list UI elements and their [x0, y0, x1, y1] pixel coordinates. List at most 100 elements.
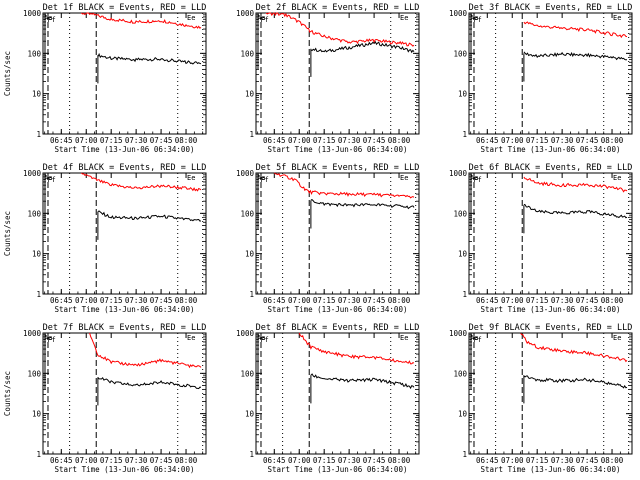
plot-frame	[255, 332, 420, 455]
x-tick-label: 08:00	[601, 136, 624, 145]
chart-svg: Det 5f BLACK = Events, RED = LLD 1 10 100 10…	[236, 163, 420, 314]
chart-panel: Det 5f BLACK = Events, RED = LLD 1 10 100 10…	[213, 160, 426, 320]
x-tick-label: 08:00	[175, 456, 198, 465]
y-tick-label: 1000	[449, 169, 468, 178]
events-series-line	[310, 199, 415, 210]
time-marker: Ee	[613, 14, 621, 22]
x-tick-label: 07:00	[75, 456, 98, 465]
y-tick-label: 1	[462, 290, 467, 299]
events-series-line	[523, 51, 628, 61]
x-tick-label: 07:00	[288, 296, 311, 305]
x-tick-label: 07:45	[576, 296, 599, 305]
x-tick-label: 08:00	[601, 456, 624, 465]
x-tick-label: 08:00	[388, 456, 411, 465]
x-tick-label: 07:15	[526, 136, 549, 145]
x-axis-label: Start Time (13-Jun-06 06:34:00)	[55, 305, 195, 314]
time-marker: Aa	[470, 174, 478, 182]
plot-frame	[468, 172, 633, 295]
chart-svg: Det 3f BLACK = Events, RED = LLD 1 10 100 10…	[449, 3, 633, 154]
chart-svg: Det 9f BLACK = Events, RED = LLD 1 10 100 10…	[449, 323, 633, 474]
y-tick-label: 100	[453, 49, 467, 58]
x-axis-label: Start Time (13-Jun-06 06:34:00)	[481, 465, 621, 474]
x-tick-label: 07:00	[501, 296, 524, 305]
x-tick-label: 07:15	[313, 456, 336, 465]
chart-title: Det 7f BLACK = Events, RED = LLD	[43, 323, 207, 333]
y-tick-label: 1	[249, 130, 254, 139]
chart-svg: Det 8f BLACK = Events, RED = LLD 1 10 100 10…	[236, 323, 420, 474]
chart-panel: Det 2f BLACK = Events, RED = LLD 1 10 100 10…	[213, 0, 426, 160]
time-marker: Ee	[187, 14, 195, 22]
chart-panel: Det 1f BLACK = Events, RED = LLD 1 10 100 10…	[0, 0, 213, 160]
y-tick-label: 10	[458, 90, 468, 99]
time-marker: Ee	[400, 334, 408, 342]
time-marker: Aa	[44, 14, 52, 22]
y-tick-label: 100	[453, 209, 467, 218]
chart-svg: Det 1f BLACK = Events, RED = LLD 1 10 100 10…	[3, 3, 207, 154]
time-marker: Ee	[613, 174, 621, 182]
chart-svg: Det 6f BLACK = Events, RED = LLD 1 10 100 10…	[449, 163, 633, 314]
chart-panel: Det 9f BLACK = Events, RED = LLD 1 10 100 10…	[426, 320, 639, 480]
chart-panel: Det 6f BLACK = Events, RED = LLD 1 10 100 10…	[426, 160, 639, 320]
x-tick-label: 07:30	[338, 456, 361, 465]
lld-series-line	[520, 333, 628, 363]
x-tick-label: 07:30	[125, 296, 148, 305]
chart-svg: Det 2f BLACK = Events, RED = LLD 1 10 100 10…	[236, 3, 420, 154]
y-tick-label: 1	[462, 450, 467, 459]
events-series-line	[523, 203, 628, 219]
y-tick-label: 10	[458, 250, 468, 259]
x-axis-label: Start Time (13-Jun-06 06:34:00)	[481, 305, 621, 314]
lld-series-line	[265, 12, 415, 47]
x-tick-label: 07:15	[313, 296, 336, 305]
chart-svg: Det 4f BLACK = Events, RED = LLD 1 10 100 10…	[3, 163, 207, 314]
x-tick-label: 06:45	[476, 136, 499, 145]
events-series-line	[97, 52, 202, 65]
chart-title: Det 6f BLACK = Events, RED = LLD	[469, 163, 633, 173]
x-tick-label: 06:45	[263, 456, 286, 465]
chart-panel: Det 7f BLACK = Events, RED = LLD 1 10 100 10…	[0, 320, 213, 480]
y-tick-label: 100	[27, 49, 41, 58]
chart-title: Det 3f BLACK = Events, RED = LLD	[469, 3, 633, 13]
time-marker: Ee	[613, 334, 621, 342]
y-tick-label: 100	[27, 209, 41, 218]
x-tick-label: 07:30	[125, 456, 148, 465]
x-axis-label: Start Time (13-Jun-06 06:34:00)	[268, 145, 408, 154]
time-marker: Ff	[47, 336, 55, 344]
y-tick-label: 10	[32, 90, 42, 99]
lld-series-line	[80, 172, 202, 192]
x-tick-label: 07:15	[100, 456, 123, 465]
x-tick-label: 07:00	[75, 296, 98, 305]
y-tick-label: 100	[240, 49, 254, 58]
time-marker: Aa	[470, 334, 478, 342]
x-tick-label: 07:45	[150, 456, 173, 465]
lld-series-line	[523, 21, 628, 39]
y-tick-label: 1	[462, 130, 467, 139]
time-marker: Ee	[187, 174, 195, 182]
x-tick-label: 07:00	[288, 456, 311, 465]
x-tick-label: 07:00	[75, 136, 98, 145]
x-tick-label: 07:15	[100, 296, 123, 305]
y-axis-label: Counts/sec	[3, 211, 12, 256]
time-marker: Aa	[257, 334, 265, 342]
chart-title: Det 9f BLACK = Events, RED = LLD	[469, 323, 633, 333]
y-tick-label: 1	[36, 290, 41, 299]
lld-series-line	[81, 12, 202, 29]
plot-frame	[255, 12, 420, 135]
events-series-line	[97, 210, 202, 222]
y-tick-label: 10	[458, 410, 468, 419]
x-tick-label: 07:45	[363, 136, 386, 145]
x-tick-label: 06:45	[50, 296, 73, 305]
y-tick-label: 1000	[236, 329, 255, 338]
x-axis-label: Start Time (13-Jun-06 06:34:00)	[481, 145, 621, 154]
lld-series-line	[523, 176, 628, 193]
x-tick-label: 07:30	[338, 136, 361, 145]
lld-series-line	[89, 332, 202, 369]
x-tick-label: 06:45	[50, 456, 73, 465]
chart-title: Det 5f BLACK = Events, RED = LLD	[256, 163, 420, 173]
x-tick-label: 06:45	[263, 296, 286, 305]
plot-frame	[255, 172, 420, 295]
x-tick-label: 07:30	[551, 296, 574, 305]
events-series-line	[523, 375, 628, 389]
x-tick-label: 08:00	[388, 296, 411, 305]
x-tick-label: 07:30	[338, 296, 361, 305]
